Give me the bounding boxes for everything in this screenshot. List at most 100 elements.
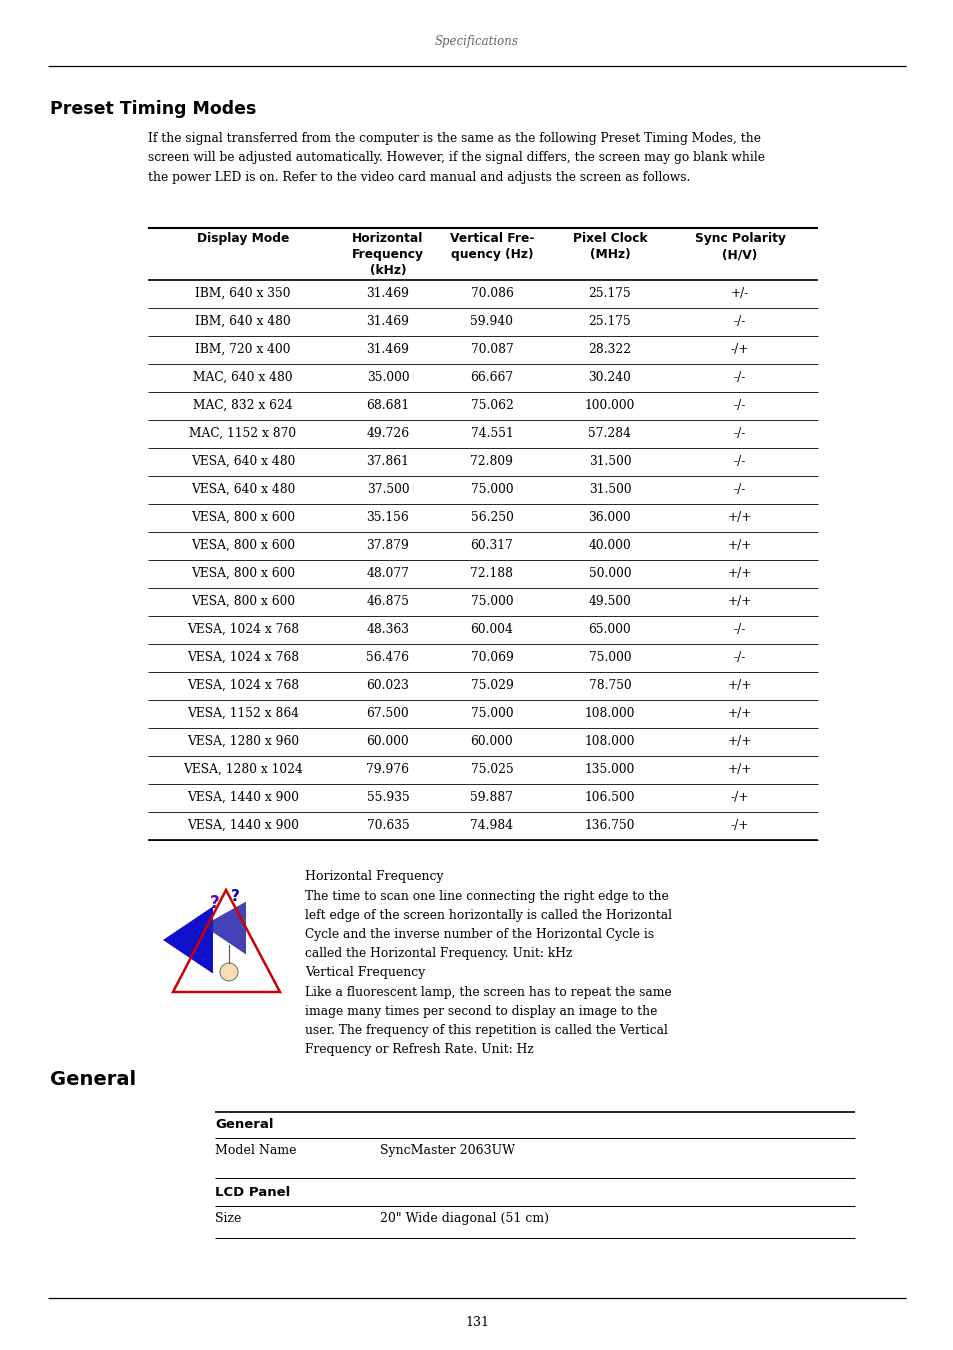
Text: 66.667: 66.667 bbox=[470, 371, 513, 383]
Text: General: General bbox=[214, 1118, 274, 1131]
Text: Model Name: Model Name bbox=[214, 1143, 296, 1157]
Text: 70.086: 70.086 bbox=[470, 288, 513, 300]
Text: +/+: +/+ bbox=[727, 679, 751, 693]
Text: 108.000: 108.000 bbox=[584, 734, 635, 748]
Text: 78.750: 78.750 bbox=[588, 679, 631, 693]
Text: -/-: -/- bbox=[733, 455, 745, 468]
Text: 56.476: 56.476 bbox=[366, 651, 409, 664]
Text: 30.240: 30.240 bbox=[588, 371, 631, 383]
Text: 75.025: 75.025 bbox=[470, 763, 513, 776]
Text: VESA, 1024 x 768: VESA, 1024 x 768 bbox=[187, 679, 298, 693]
Text: 100.000: 100.000 bbox=[584, 400, 635, 412]
Text: Vertical Fre-
quency (Hz): Vertical Fre- quency (Hz) bbox=[450, 232, 534, 261]
Text: 60.000: 60.000 bbox=[470, 734, 513, 748]
Text: 46.875: 46.875 bbox=[366, 595, 409, 608]
Text: Vertical Frequency: Vertical Frequency bbox=[305, 967, 425, 979]
Text: Sync Polarity
(H/V): Sync Polarity (H/V) bbox=[694, 232, 784, 261]
Text: If the signal transferred from the computer is the same as the following Preset : If the signal transferred from the compu… bbox=[148, 132, 764, 184]
Text: 37.879: 37.879 bbox=[366, 539, 409, 552]
Text: MAC, 640 x 480: MAC, 640 x 480 bbox=[193, 371, 293, 383]
Text: Display Mode: Display Mode bbox=[196, 232, 289, 244]
Text: 68.681: 68.681 bbox=[366, 400, 409, 412]
Text: 60.004: 60.004 bbox=[470, 622, 513, 636]
Text: 20" Wide diagonal (51 cm): 20" Wide diagonal (51 cm) bbox=[379, 1212, 548, 1224]
Text: VESA, 1280 x 1024: VESA, 1280 x 1024 bbox=[183, 763, 303, 776]
Text: VESA, 800 x 600: VESA, 800 x 600 bbox=[191, 539, 294, 552]
Text: Size: Size bbox=[214, 1212, 241, 1224]
Text: 74.984: 74.984 bbox=[470, 819, 513, 832]
Text: +/+: +/+ bbox=[727, 707, 751, 720]
Polygon shape bbox=[203, 902, 246, 954]
Text: VESA, 1024 x 768: VESA, 1024 x 768 bbox=[187, 622, 298, 636]
Text: 56.250: 56.250 bbox=[470, 512, 513, 524]
Text: -/+: -/+ bbox=[730, 819, 748, 832]
Text: MAC, 1152 x 870: MAC, 1152 x 870 bbox=[190, 427, 296, 440]
Text: ?: ? bbox=[210, 894, 219, 913]
Text: Horizontal
Frequency
(kHz): Horizontal Frequency (kHz) bbox=[352, 232, 423, 277]
Text: 35.156: 35.156 bbox=[366, 512, 409, 524]
Text: Horizontal Frequency: Horizontal Frequency bbox=[305, 869, 443, 883]
Text: IBM, 640 x 350: IBM, 640 x 350 bbox=[195, 288, 291, 300]
Text: 70.069: 70.069 bbox=[470, 651, 513, 664]
Text: VESA, 1440 x 900: VESA, 1440 x 900 bbox=[187, 791, 298, 805]
Text: 131: 131 bbox=[464, 1316, 489, 1328]
Text: 49.726: 49.726 bbox=[366, 427, 409, 440]
Text: 108.000: 108.000 bbox=[584, 707, 635, 720]
Text: 60.000: 60.000 bbox=[366, 734, 409, 748]
Text: +/+: +/+ bbox=[727, 512, 751, 524]
Text: -/+: -/+ bbox=[730, 343, 748, 356]
Text: +/+: +/+ bbox=[727, 567, 751, 580]
Text: 31.500: 31.500 bbox=[588, 455, 631, 468]
Text: 75.000: 75.000 bbox=[470, 483, 513, 495]
Text: 37.500: 37.500 bbox=[366, 483, 409, 495]
Text: -/+: -/+ bbox=[730, 791, 748, 805]
Text: VESA, 640 x 480: VESA, 640 x 480 bbox=[191, 483, 294, 495]
Text: 28.322: 28.322 bbox=[588, 343, 631, 356]
Text: 31.469: 31.469 bbox=[366, 288, 409, 300]
Text: 25.175: 25.175 bbox=[588, 315, 631, 328]
Text: The time to scan one line connecting the right edge to the
left edge of the scre: The time to scan one line connecting the… bbox=[305, 890, 671, 960]
Text: +/+: +/+ bbox=[727, 539, 751, 552]
Text: 65.000: 65.000 bbox=[588, 622, 631, 636]
Text: LCD Panel: LCD Panel bbox=[214, 1187, 290, 1199]
Text: 106.500: 106.500 bbox=[584, 791, 635, 805]
Text: VESA, 800 x 600: VESA, 800 x 600 bbox=[191, 512, 294, 524]
Text: VESA, 640 x 480: VESA, 640 x 480 bbox=[191, 455, 294, 468]
Text: 75.029: 75.029 bbox=[470, 679, 513, 693]
Text: 70.087: 70.087 bbox=[470, 343, 513, 356]
Text: 135.000: 135.000 bbox=[584, 763, 635, 776]
Text: VESA, 1152 x 864: VESA, 1152 x 864 bbox=[187, 707, 298, 720]
Text: Pixel Clock
(MHz): Pixel Clock (MHz) bbox=[572, 232, 647, 261]
Text: VESA, 1440 x 900: VESA, 1440 x 900 bbox=[187, 819, 298, 832]
Text: IBM, 720 x 400: IBM, 720 x 400 bbox=[195, 343, 291, 356]
Text: 36.000: 36.000 bbox=[588, 512, 631, 524]
Text: 70.635: 70.635 bbox=[366, 819, 409, 832]
Text: +/+: +/+ bbox=[727, 734, 751, 748]
Text: 48.363: 48.363 bbox=[366, 622, 409, 636]
Text: General: General bbox=[50, 1071, 136, 1089]
Text: 60.023: 60.023 bbox=[366, 679, 409, 693]
Polygon shape bbox=[163, 906, 213, 973]
Circle shape bbox=[220, 963, 237, 981]
Text: -/-: -/- bbox=[733, 371, 745, 383]
Text: ?: ? bbox=[231, 890, 239, 905]
Text: VESA, 1024 x 768: VESA, 1024 x 768 bbox=[187, 651, 298, 664]
Text: -/-: -/- bbox=[733, 483, 745, 495]
Text: -/-: -/- bbox=[733, 315, 745, 328]
Text: 35.000: 35.000 bbox=[366, 371, 409, 383]
Text: 74.551: 74.551 bbox=[470, 427, 513, 440]
Text: 25.175: 25.175 bbox=[588, 288, 631, 300]
Text: 59.940: 59.940 bbox=[470, 315, 513, 328]
Text: +/+: +/+ bbox=[727, 763, 751, 776]
Text: 60.317: 60.317 bbox=[470, 539, 513, 552]
Text: 79.976: 79.976 bbox=[366, 763, 409, 776]
Text: 55.935: 55.935 bbox=[366, 791, 409, 805]
Text: -/-: -/- bbox=[733, 622, 745, 636]
Text: +/+: +/+ bbox=[727, 595, 751, 608]
Text: 37.861: 37.861 bbox=[366, 455, 409, 468]
Text: -/-: -/- bbox=[733, 651, 745, 664]
Text: 50.000: 50.000 bbox=[588, 567, 631, 580]
Text: 72.188: 72.188 bbox=[470, 567, 513, 580]
Text: -/-: -/- bbox=[733, 400, 745, 412]
Text: Specifications: Specifications bbox=[435, 35, 518, 49]
